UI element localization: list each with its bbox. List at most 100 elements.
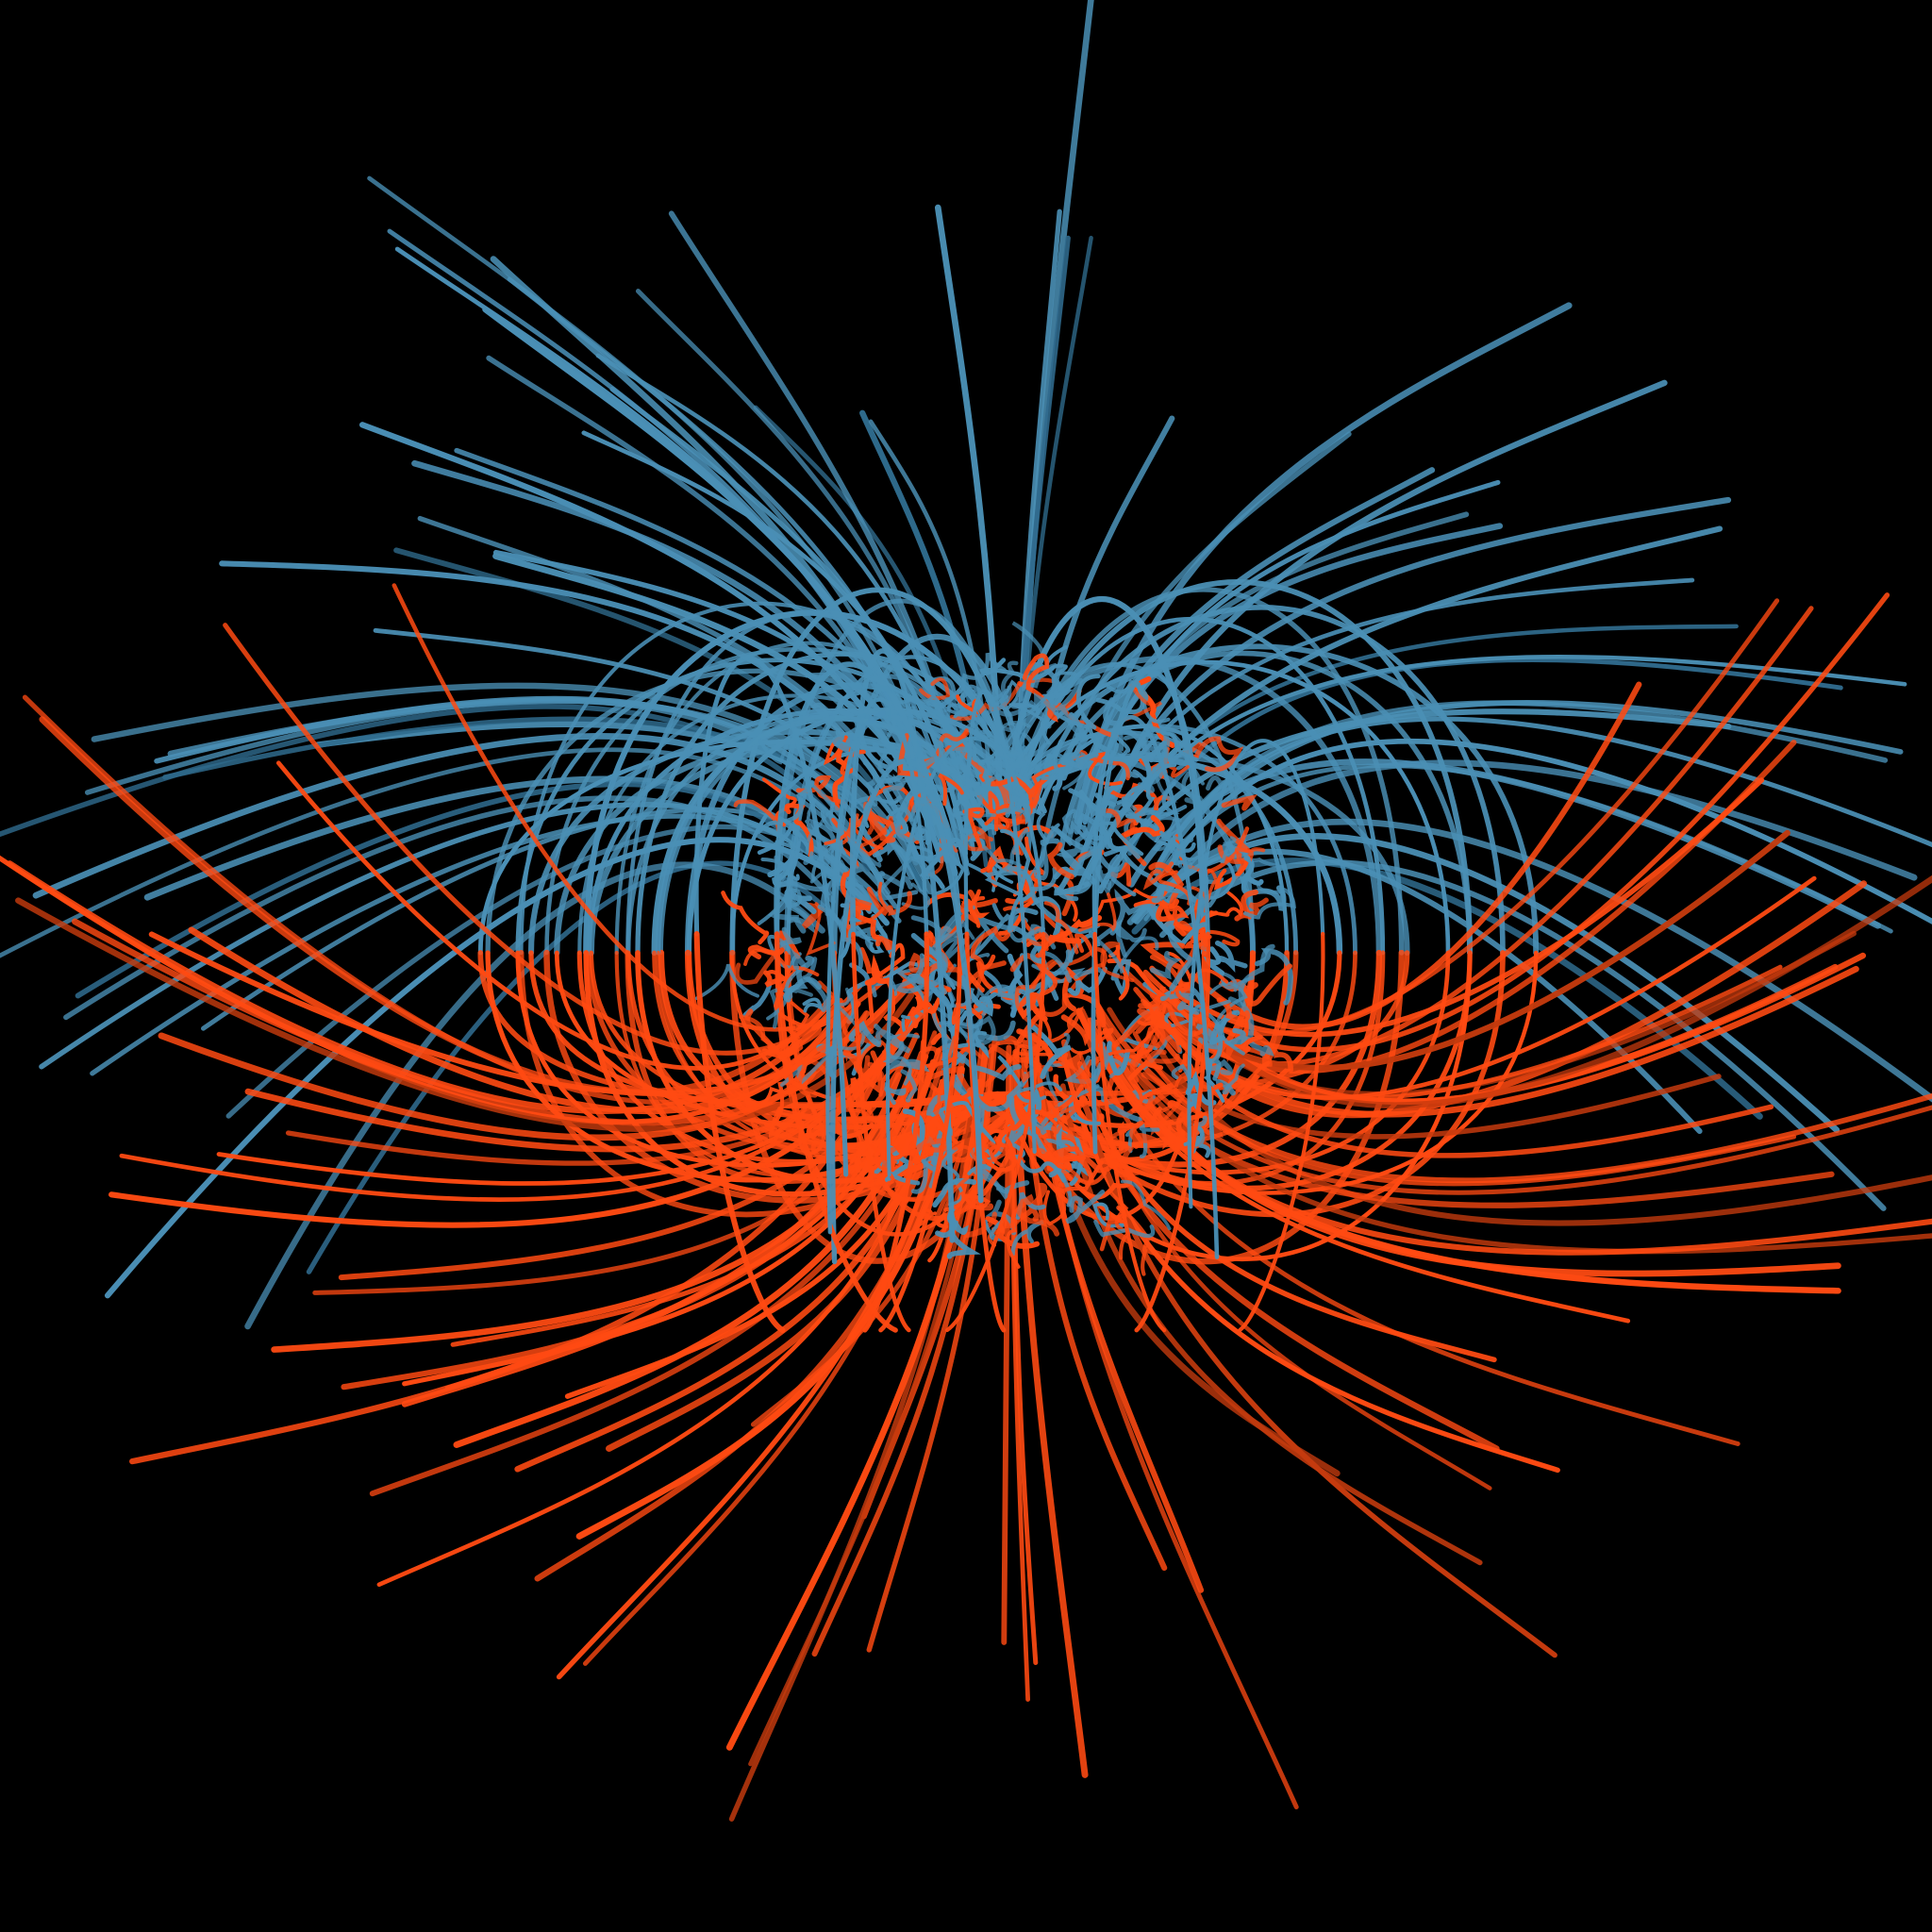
core-tangle-strand: [761, 777, 797, 827]
core-tangle-strand: [1040, 825, 1085, 851]
core-tangle-strand: [1053, 739, 1065, 781]
core-tangle-strand: [1105, 1061, 1124, 1111]
core-tangle-strand: [1150, 950, 1183, 980]
core-tangle-strand: [1055, 1160, 1104, 1195]
core-tangle-strand: [1130, 1084, 1157, 1113]
core-tangle-strand: [1115, 729, 1128, 764]
core-tangle-strand: [721, 891, 770, 945]
core-tangle-strand: [802, 997, 824, 1013]
inward-field-line: [748, 1051, 990, 1767]
core-tangle-strand: [1254, 948, 1294, 1006]
core-tangle-strand: [841, 1017, 871, 1075]
core-tangle-strand: [1100, 941, 1135, 983]
core-tangle-strand: [970, 925, 1011, 987]
core-tangle-strand: [798, 1120, 825, 1157]
core-tangle-strand: [1238, 943, 1275, 1008]
core-tangle-strand: [734, 951, 779, 985]
core-tangle-strand: [884, 1145, 914, 1183]
core-tangle-strand: [1152, 835, 1194, 854]
core-tangle-strand: [854, 909, 880, 941]
outward-field-line: [934, 204, 1004, 812]
tall-field-arc: [1238, 931, 1325, 1333]
core-tangle-strand: [855, 925, 885, 953]
core-tangle-strand: [1140, 941, 1194, 988]
core-tangle-strand: [1047, 841, 1074, 880]
inward-field-line: [1060, 1039, 1500, 1452]
core-tangle-strand: [1055, 821, 1097, 858]
closed-loop-upper: [1001, 595, 1208, 957]
core-tangle-strand: [1091, 1086, 1142, 1123]
core-tangle-strand: [1132, 1041, 1145, 1068]
core-tangle-strand: [1097, 919, 1127, 958]
core-tangle-strand: [894, 693, 924, 720]
core-tangle-strand: [1008, 907, 1045, 964]
core-tangle-strand: [1235, 847, 1266, 862]
core-tangle-strand: [801, 902, 825, 929]
core-tangle-strand: [1060, 750, 1099, 771]
core-tangle-strand: [1039, 1086, 1090, 1150]
core-tangle-strand: [1124, 815, 1165, 838]
core-tangle-strand: [953, 759, 991, 814]
core-tangle-strand: [1160, 818, 1184, 838]
core-tangle-strand: [1244, 1046, 1273, 1067]
core-tangle-strand: [835, 1068, 886, 1109]
core-tangle-strand: [910, 1155, 938, 1194]
core-tangle-strand: [1027, 1022, 1073, 1079]
core-tangle-strand: [1099, 1145, 1129, 1168]
core-tangle-strand: [1248, 897, 1269, 917]
core-tangle-strand: [874, 856, 932, 897]
core-tangle-strand: [868, 1163, 895, 1185]
core-tangle-strand: [966, 684, 993, 711]
core-tangle-strand: [1239, 1019, 1293, 1074]
core-tangle-strand: [1129, 1120, 1165, 1149]
core-tangle-strand: [901, 882, 931, 910]
core-tangle-strand: [866, 886, 913, 916]
inward-field-line: [1029, 1034, 1341, 1477]
core-tangle-strand: [900, 1069, 919, 1103]
inward-field-line: [1102, 1027, 1841, 1277]
core-tangle-strand: [864, 954, 892, 986]
core-tangle-strand: [1199, 929, 1241, 947]
core-tangle-strand: [838, 1141, 865, 1164]
core-tangle-strand: [805, 780, 841, 855]
inward-open-field-lines: [0, 583, 1932, 1822]
core-tangle-strand: [872, 821, 910, 862]
core-tangle-strand: [960, 903, 1011, 968]
core-tangle-strand: [1084, 1084, 1137, 1107]
tall-field-arc: [825, 697, 929, 1235]
core-tangle-strand: [1016, 1081, 1063, 1104]
inward-field-line: [1094, 1008, 1932, 1195]
core-tangle-strand: [1206, 1058, 1234, 1075]
inward-field-line: [606, 1084, 946, 1452]
tall-field-arc: [1134, 931, 1211, 1333]
core-tangle-strand: [1012, 1142, 1066, 1183]
tall-field-arc: [774, 931, 898, 1333]
tall-field-arc: [1092, 931, 1167, 1333]
inward-field-line: [582, 1091, 948, 1666]
core-tangle-strand: [1109, 888, 1161, 936]
inward-field-line: [1088, 1078, 1492, 1491]
core-tangle-strand: [1045, 681, 1062, 708]
core-tangle-strand: [964, 1211, 997, 1239]
inward-field-line: [312, 1030, 938, 1295]
tall-field-arc: [944, 931, 1046, 1333]
core-tangle-strand: [796, 1039, 841, 1098]
core-tangle-strand: [1163, 920, 1197, 991]
inward-field-line: [514, 1067, 951, 1473]
outward-field-line: [162, 716, 929, 896]
core-tangle-strand: [1010, 1220, 1044, 1257]
core-tangle-strand: [1009, 953, 1046, 973]
foreground-field-arcs: [693, 648, 1325, 1333]
core-tangle-strand: [1055, 677, 1087, 741]
core-tangle-strand: [924, 917, 960, 972]
core-tangle-strand: [1137, 742, 1168, 793]
core-tangle-strand: [1024, 762, 1067, 815]
core-tangle-strand: [1016, 1193, 1060, 1237]
core-tangle-strand: [1167, 1107, 1194, 1149]
inward-field-line: [1180, 874, 1932, 1109]
core-tangle-strand: [943, 1191, 991, 1212]
inward-field-line: [271, 1063, 916, 1353]
core-tangle-strand: [891, 1009, 926, 1051]
core-tangle-strand: [932, 1177, 977, 1208]
